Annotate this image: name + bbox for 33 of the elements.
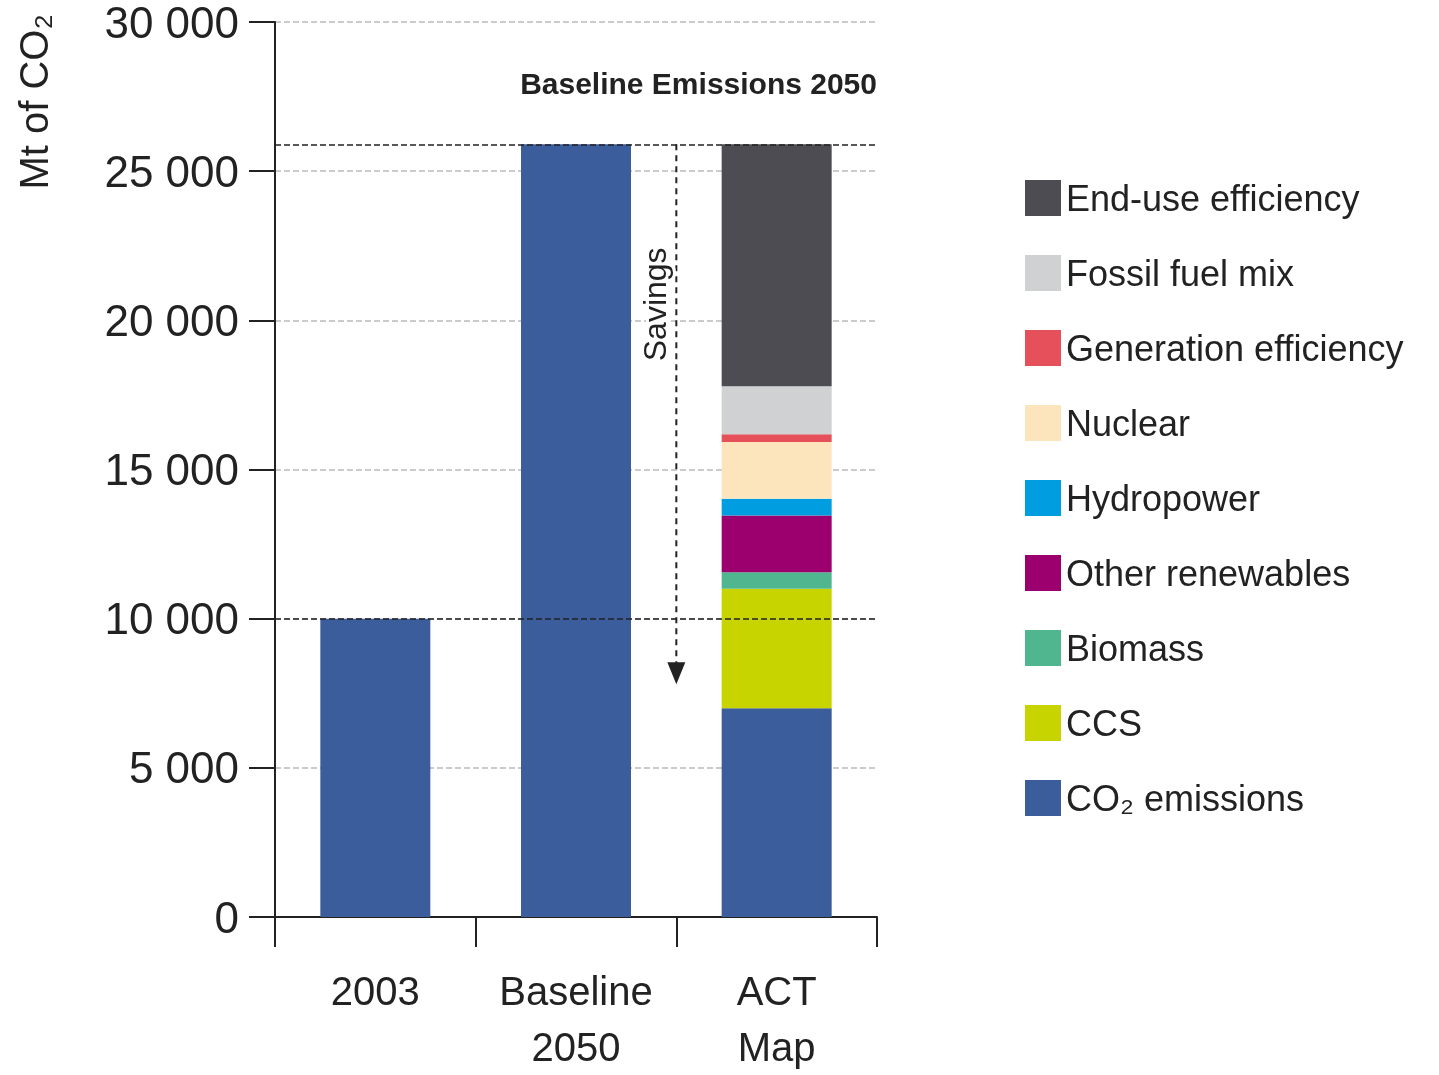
y-tick-label: 10 000 [104,594,239,644]
legend-label: Other renewables [1066,552,1351,594]
y-tick-label: 25 000 [104,146,239,196]
bar [721,498,832,516]
y-tick-label: 15 000 [104,445,239,494]
bar [721,708,832,917]
x-tick-label: ACT Map [736,969,817,1069]
legend-label: Hydropower [1066,477,1261,519]
y-tick-label: 5 000 [128,743,239,793]
y-axis-title: Mt of CO₂ [12,14,56,190]
legend-label: CCS [1066,702,1143,744]
annotation: Savings [637,247,674,362]
bar [721,442,832,499]
bar [521,144,631,917]
legend-label: CO₂ emissions [1066,777,1305,819]
legend-label: Biomass [1066,627,1205,669]
bar [721,515,832,573]
y-tick-label: 0 [214,892,239,942]
legend-label: Nuclear [1066,402,1191,444]
legend-label: Fossil fuel mix [1066,252,1295,294]
legend-label: End-use efficiency [1066,177,1360,219]
bar [721,588,832,709]
bar [721,572,832,589]
legend-label: Generation efficiency [1066,327,1404,369]
bar [721,144,832,387]
bar [721,434,832,443]
x-tick-label: Baseline 2050 [499,969,653,1069]
bar [721,386,832,435]
x-tick-label: 2003 [330,969,420,1013]
bar [320,618,431,917]
ref-line-label: Baseline Emissions 2050 [520,66,877,100]
y-tick-label: 30 000 [104,0,239,47]
y-tick-label: 20 000 [104,295,239,345]
